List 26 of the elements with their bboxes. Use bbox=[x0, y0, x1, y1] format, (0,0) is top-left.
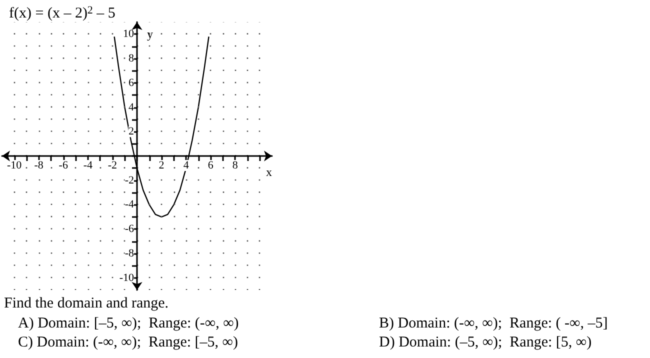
x-axis-title: x bbox=[266, 165, 272, 179]
y-tick-label: 2 bbox=[128, 126, 134, 138]
y-tick-label: -6 bbox=[124, 223, 134, 236]
text: B) Domain: (-∞, ∞); Range: ( -∞, –5] bbox=[379, 316, 608, 332]
text: C) Domain: (-∞, ∞); Range: [–5, ∞) bbox=[18, 334, 238, 350]
y-tick-label: -2 bbox=[124, 174, 134, 186]
x-tick-label: -6 bbox=[58, 160, 68, 172]
x-tick-label: -10 bbox=[6, 160, 22, 172]
y-axis-title: y bbox=[147, 27, 153, 41]
y-tick-label: 6 bbox=[128, 76, 134, 89]
x-tick-label: 2 bbox=[158, 160, 164, 172]
text: D) Domain: (–5, ∞); Range: [5, ∞) bbox=[379, 334, 592, 350]
y-tick-label: 10 bbox=[123, 28, 134, 40]
x-tick-label: 4 bbox=[183, 160, 190, 172]
y-tick-label: 8 bbox=[128, 52, 134, 65]
x-tick-label: -4 bbox=[83, 160, 93, 172]
x-tick-label: 6 bbox=[208, 160, 214, 172]
x-tick-label: -8 bbox=[34, 160, 44, 172]
y-tick-label: -10 bbox=[119, 272, 134, 284]
x-tick-label: -2 bbox=[108, 160, 118, 172]
y-tick-label: -4 bbox=[124, 198, 134, 211]
text: A) Domain: [–5, ∞); Range: (-∞, ∞) bbox=[18, 316, 239, 332]
y-tick-label: -8 bbox=[124, 247, 134, 260]
y-tick-label: 4 bbox=[128, 101, 134, 114]
x-tick-label: 8 bbox=[232, 160, 238, 172]
text: Find the domain and range. bbox=[4, 296, 169, 312]
